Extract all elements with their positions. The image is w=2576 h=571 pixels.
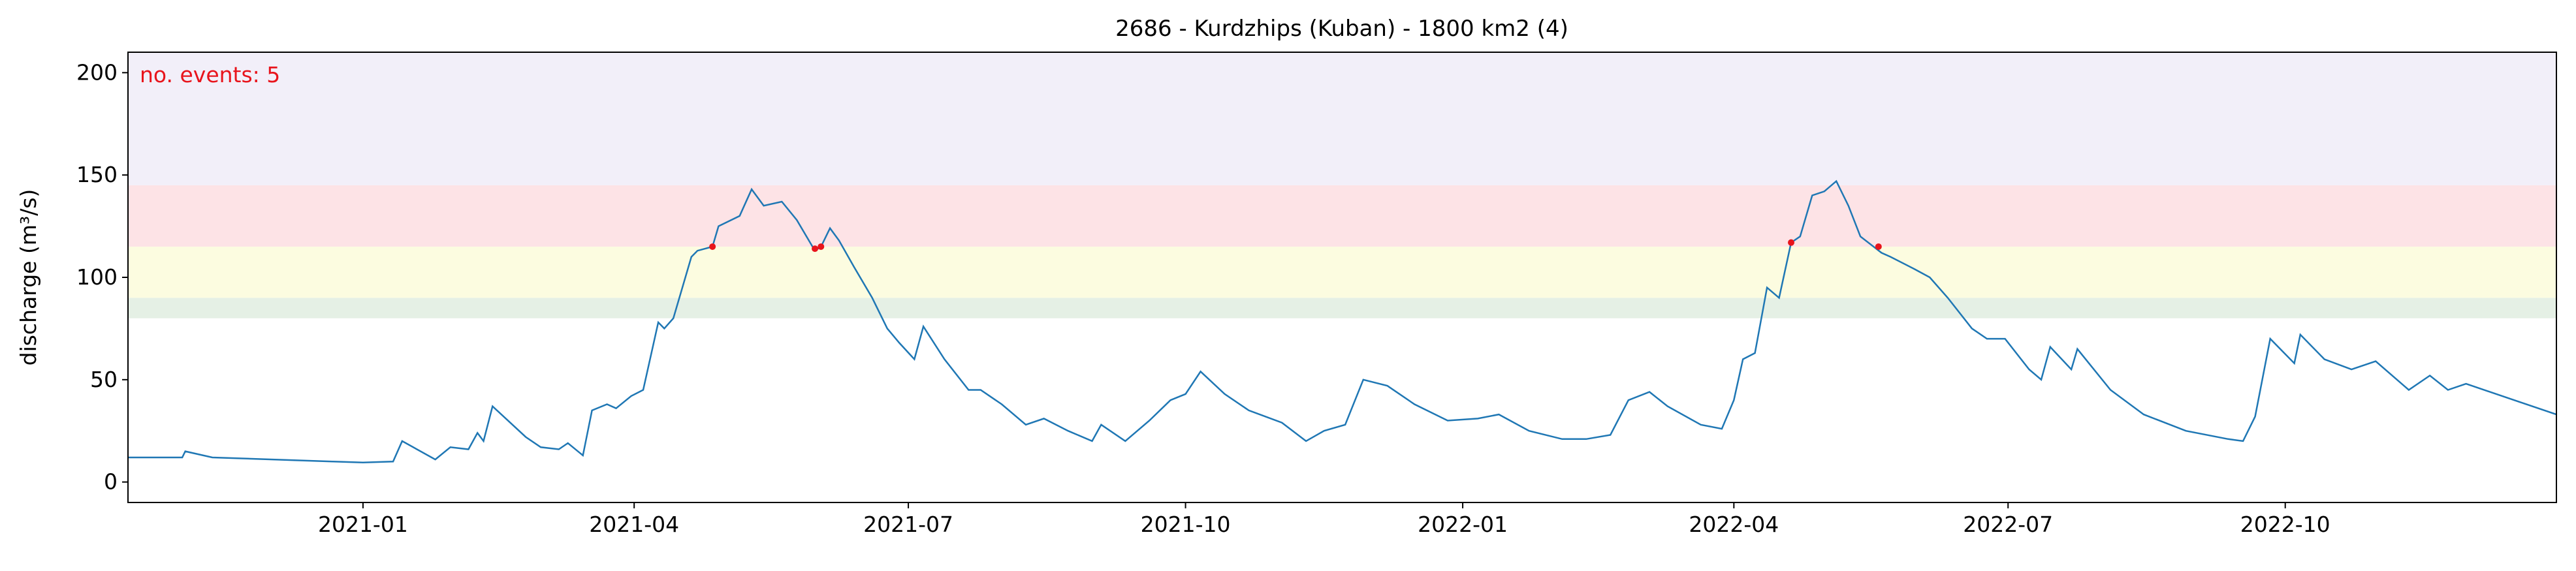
chart-title: 2686 - Kurdzhips (Kuban) - 1800 km2 (4) — [1115, 16, 1568, 42]
event-marker — [1788, 239, 1795, 246]
x-tick-label: 2022-01 — [1418, 512, 1508, 537]
threshold-band — [128, 185, 2556, 247]
y-tick-label: 100 — [76, 264, 118, 290]
y-tick-label: 150 — [76, 162, 118, 187]
y-tick-label: 200 — [76, 59, 118, 85]
event-marker — [1875, 243, 1882, 250]
y-tick-label: 50 — [90, 367, 118, 392]
threshold-band — [128, 246, 2556, 298]
x-tick-label: 2021-07 — [863, 512, 953, 537]
event-marker — [812, 245, 819, 253]
y-tick-label: 0 — [104, 469, 118, 495]
event-marker — [818, 243, 825, 250]
plot-frame — [127, 52, 2557, 503]
event-marker — [709, 243, 716, 250]
x-tick-label: 2022-10 — [2240, 512, 2330, 537]
event-count: no. events: 5 — [140, 62, 280, 87]
x-tick-label: 2021-10 — [1141, 512, 1231, 537]
x-tick-label: 2021-04 — [589, 512, 679, 537]
x-tick-label: 2022-04 — [1689, 512, 1779, 537]
threshold-band — [128, 298, 2556, 318]
y-axis-label: discharge (m³/s) — [16, 189, 41, 366]
x-tick-label: 2022-07 — [1963, 512, 2053, 537]
threshold-band — [128, 52, 2556, 185]
discharge-line — [128, 179, 2557, 464]
x-tick-label: 2021-01 — [318, 512, 408, 537]
